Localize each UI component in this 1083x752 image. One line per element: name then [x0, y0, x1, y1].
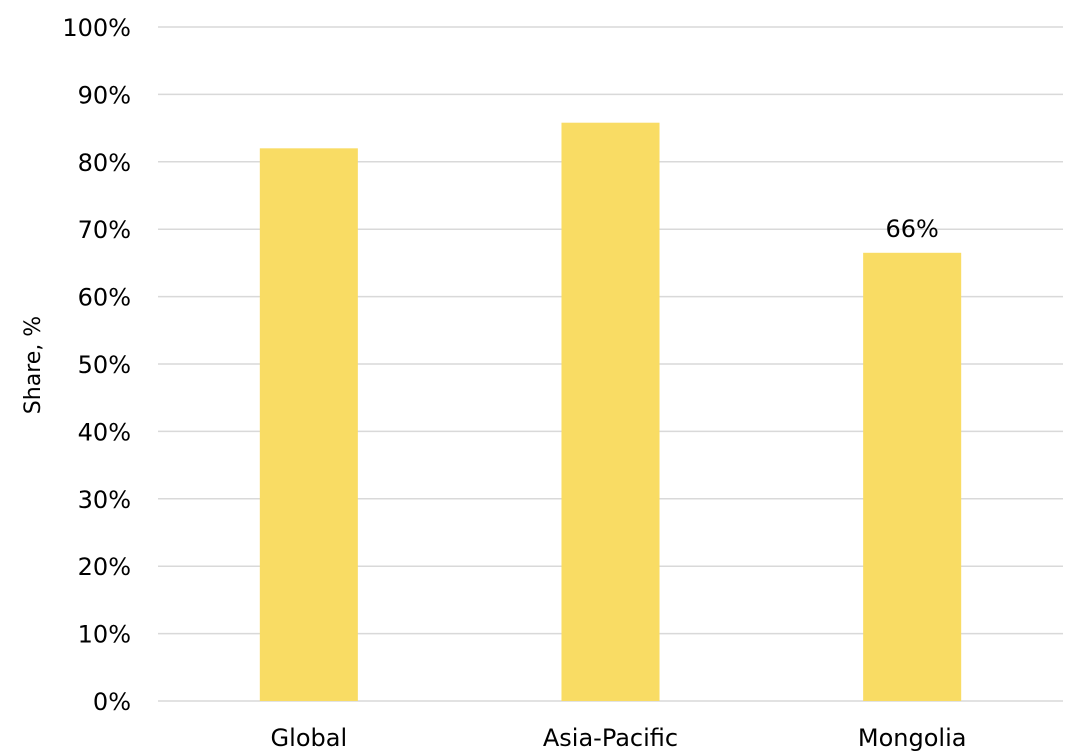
bar-mongolia	[863, 252, 962, 702]
y-tick-label: 90%	[78, 81, 131, 109]
y-tick-label: 80%	[78, 149, 131, 177]
x-category-label: Mongolia	[858, 724, 967, 752]
y-tick-label: 20%	[78, 553, 131, 581]
y-tick-label: 10%	[78, 621, 131, 649]
y-tick-label: 0%	[93, 688, 131, 716]
x-category-label: Asia-Pacific	[543, 724, 678, 752]
y-axis-title: Share, %	[21, 316, 46, 414]
y-tick-label: 70%	[78, 216, 131, 244]
bars	[259, 122, 962, 702]
data-labels: 66%	[885, 215, 938, 243]
y-tick-label: 30%	[78, 486, 131, 514]
x-axis-category-labels: Global Asia-Pacific Mongolia	[271, 724, 967, 752]
y-tick-label: 100%	[62, 14, 131, 42]
y-axis-tick-labels: 0% 10% 20% 30% 40% 50% 60% 70% 80% 90% 100%	[62, 14, 131, 716]
y-tick-label: 60%	[78, 284, 131, 312]
bar-asia-pacific	[561, 122, 660, 701]
bar-data-label: 66%	[885, 215, 938, 243]
x-category-label: Global	[271, 724, 348, 752]
bar-global	[259, 148, 358, 701]
y-tick-label: 50%	[78, 351, 131, 379]
y-tick-label: 40%	[78, 418, 131, 446]
